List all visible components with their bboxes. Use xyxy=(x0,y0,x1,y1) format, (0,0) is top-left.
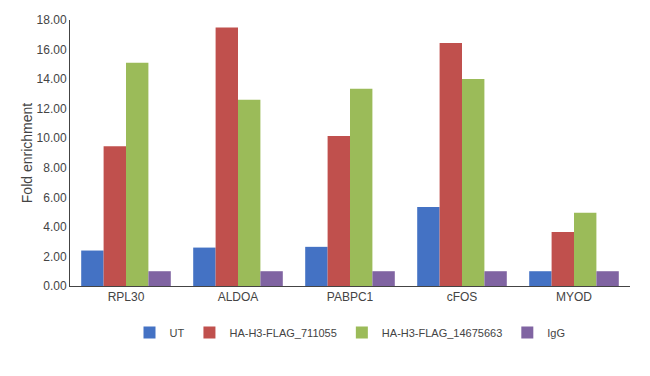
svg-text:ALDOA: ALDOA xyxy=(218,290,259,304)
svg-text:Fold enrichment: Fold enrichment xyxy=(19,103,35,203)
svg-text:18.00: 18.00 xyxy=(37,13,67,27)
svg-text:PABPC1: PABPC1 xyxy=(327,290,374,304)
svg-text:MYOD: MYOD xyxy=(556,290,592,304)
svg-text:16.00: 16.00 xyxy=(37,43,67,57)
svg-text:14.00: 14.00 xyxy=(37,72,67,86)
svg-text:0.00: 0.00 xyxy=(43,279,67,293)
svg-text:8.00: 8.00 xyxy=(43,161,67,175)
svg-text:UT: UT xyxy=(170,327,185,339)
svg-text:12.00: 12.00 xyxy=(37,102,67,116)
svg-text:6.00: 6.00 xyxy=(43,191,67,205)
svg-text:4.00: 4.00 xyxy=(43,220,67,234)
svg-text:IgG: IgG xyxy=(547,327,565,339)
svg-text:2.00: 2.00 xyxy=(43,250,67,264)
svg-text:RPL30: RPL30 xyxy=(108,290,145,304)
svg-text:cFOS: cFOS xyxy=(447,290,478,304)
svg-text:10.00: 10.00 xyxy=(37,131,67,145)
svg-text:HA-H3-FLAG_711055: HA-H3-FLAG_711055 xyxy=(229,327,336,339)
svg-text:HA-H3-FLAG_14675663: HA-H3-FLAG_14675663 xyxy=(382,327,502,339)
